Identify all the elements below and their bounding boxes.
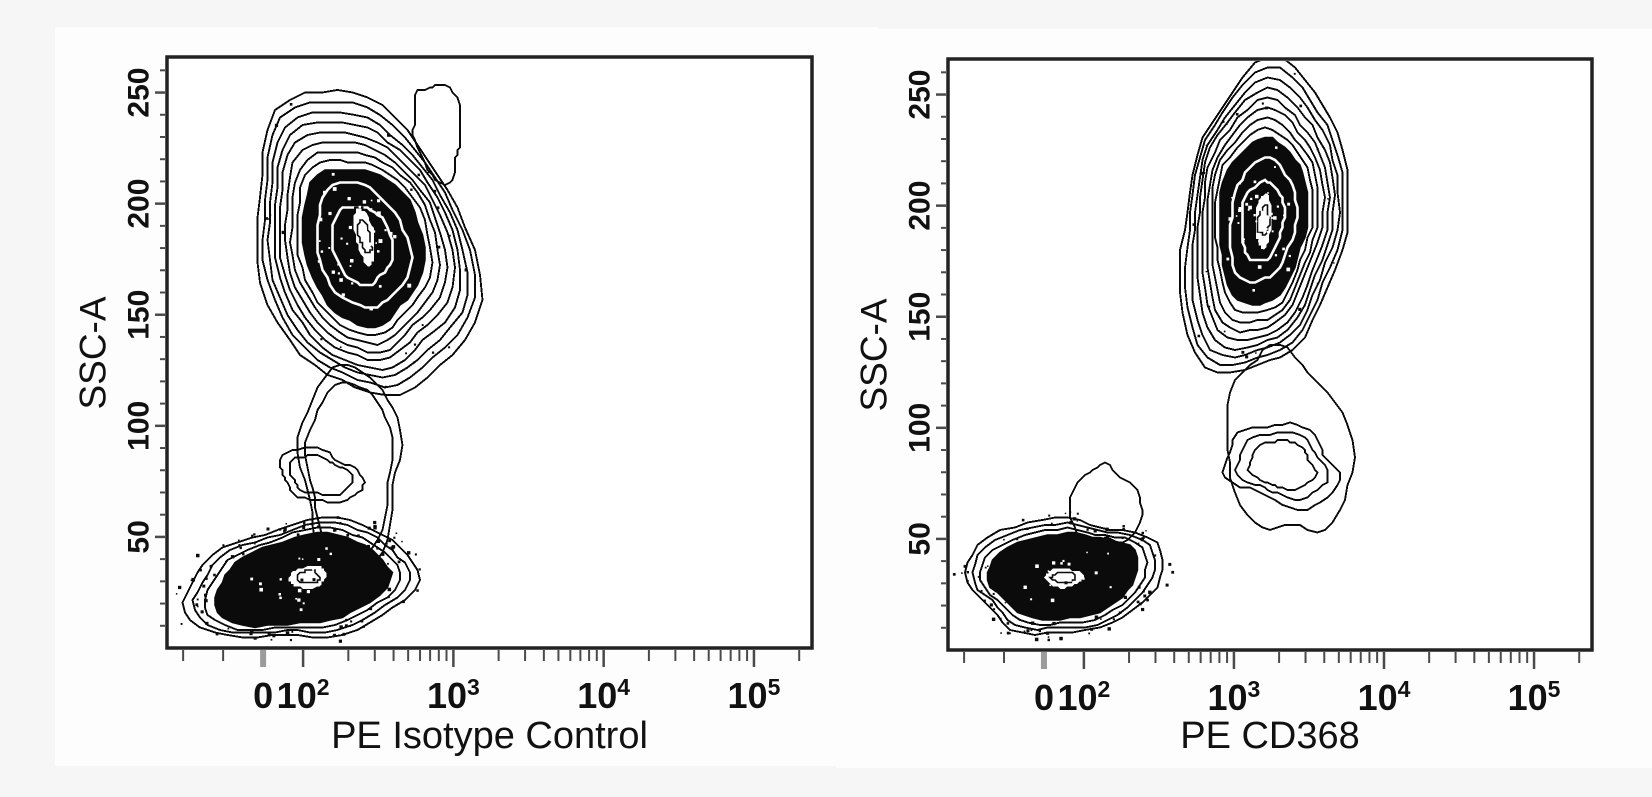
svg-text:250: 250 bbox=[904, 70, 937, 120]
svg-text:102: 102 bbox=[277, 674, 330, 716]
svg-text:100: 100 bbox=[123, 401, 156, 451]
svg-text:100: 100 bbox=[904, 403, 937, 453]
svg-text:150: 150 bbox=[123, 290, 156, 340]
y-axis-title-left: SSC-A bbox=[72, 295, 114, 410]
svg-text:200: 200 bbox=[904, 181, 937, 231]
svg-text:0: 0 bbox=[253, 675, 273, 716]
svg-text:250: 250 bbox=[123, 68, 156, 118]
svg-text:150: 150 bbox=[904, 292, 937, 342]
svg-text:200: 200 bbox=[123, 179, 156, 229]
x-axis-title-left: PE Isotype Control bbox=[331, 715, 648, 757]
svg-text:50: 50 bbox=[123, 520, 156, 553]
contour-populations bbox=[952, 61, 1356, 642]
svg-text:103: 103 bbox=[1208, 676, 1261, 718]
svg-text:50: 50 bbox=[904, 522, 937, 555]
svg-text:0: 0 bbox=[1034, 677, 1054, 718]
contour-populations bbox=[175, 84, 484, 643]
x-axis-title-right: PE CD368 bbox=[1180, 715, 1360, 757]
y-axis-title-right: SSC-A bbox=[853, 297, 895, 412]
